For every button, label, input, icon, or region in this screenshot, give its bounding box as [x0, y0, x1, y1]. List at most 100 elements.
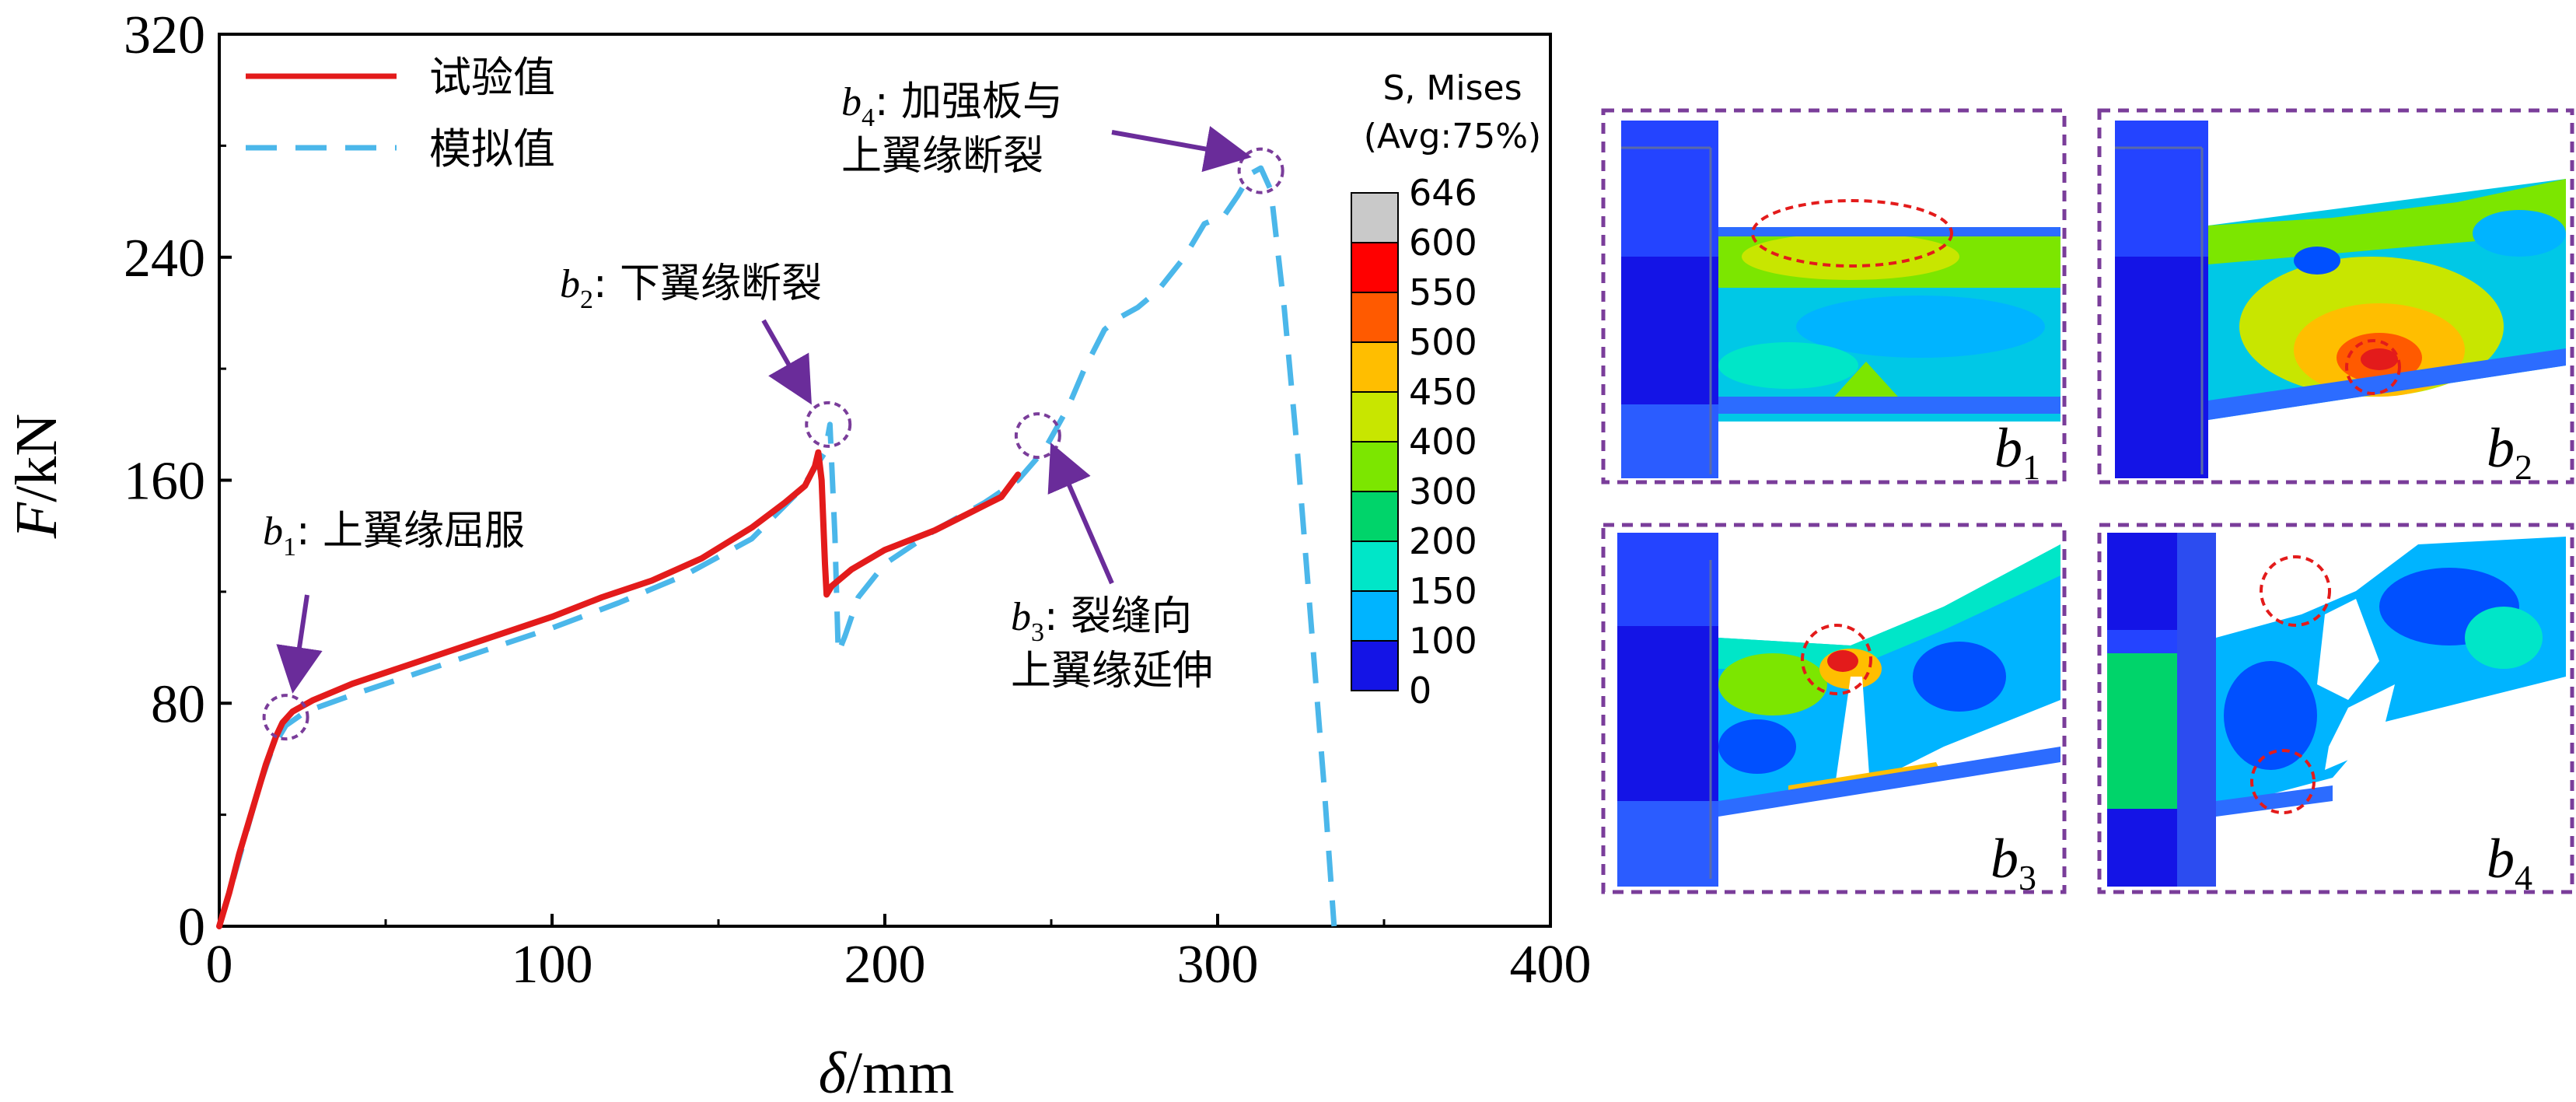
panel-b1-label: b1: [1994, 417, 2040, 487]
panel-b4-label: b4: [2487, 827, 2532, 897]
panel-b2-label: b2: [2487, 417, 2532, 487]
annotation-b4-sub: 4: [862, 103, 875, 132]
colorbar-band: [1351, 292, 1399, 343]
annotation-b1: b1: 上翼缘屈服: [263, 508, 525, 561]
annotation-b1-letter: b: [263, 509, 283, 554]
x-axis-symbol: δ: [819, 1041, 848, 1102]
panel-b1-contour: [1607, 113, 2060, 480]
y-tick-label: 240: [124, 229, 205, 289]
x-tick-label: 0: [206, 935, 233, 995]
colorbar-band: [1351, 590, 1399, 642]
colorbar-band: [1351, 640, 1399, 691]
panel-b3-highlight: [1801, 624, 1872, 695]
colorbar-label: 500: [1409, 321, 1477, 363]
x-tick-label: 300: [1177, 935, 1259, 995]
arrow-b4: [1111, 126, 1252, 173]
annotation-b4-text2: 上翼缘断裂: [841, 133, 1043, 180]
x-axis-unit: /mm: [846, 1041, 954, 1102]
colorbar-band: [1351, 541, 1399, 592]
y-tick-label: 160: [124, 452, 205, 512]
arrow-b2: [761, 319, 812, 405]
annotation-b3-text2: 上翼缘延伸: [1011, 648, 1213, 694]
annotation-b4-text1: : 加强板与: [875, 79, 1063, 125]
colorbar-label: 600: [1409, 222, 1477, 264]
panel-b4: b4: [2097, 523, 2574, 897]
panel-b4-contour: [2103, 527, 2568, 889]
annotation-markers: [262, 147, 1285, 741]
annotation-b1-text: : 上翼缘屈服: [296, 508, 525, 554]
colorbar-labels: 646 600 550 500 450 400 300 200 150 100 0: [1409, 172, 1477, 712]
annotation-b4-letter: b: [841, 80, 862, 124]
colorbar-band: [1351, 441, 1399, 492]
legend-label-test: 试验值: [429, 53, 555, 102]
colorbar-label: 150: [1409, 570, 1477, 612]
annotation-b3-sub: 3: [1031, 618, 1044, 647]
annotation-b4: b4: 加强板与: [841, 79, 1063, 132]
panel-b2-contour: [2103, 113, 2568, 480]
colorbar-label: 550: [1409, 271, 1477, 313]
annotation-b2-sub: 2: [580, 285, 593, 314]
arrow-b3: [1047, 442, 1114, 585]
series-sim-line: [216, 165, 1337, 928]
annotation-b3-letter: b: [1011, 595, 1031, 639]
colorbar-band: [1351, 391, 1399, 443]
annotation-b3-text1: : 裂缝向: [1044, 593, 1192, 640]
panel-b1-highlight: [1751, 199, 1953, 268]
colorbar-band: [1351, 192, 1399, 243]
annotation-b2-text: : 下翼缘断裂: [593, 261, 822, 307]
panel-b4-highlight-bottom: [2250, 749, 2316, 814]
colorbar-label: 400: [1409, 421, 1477, 463]
legend: 试验值 模拟值: [246, 53, 555, 173]
marker-b3: [1014, 412, 1061, 460]
x-axis-label: δ/mm: [819, 1041, 955, 1102]
panel-b3-frame: [1601, 523, 2067, 894]
marker-b2: [805, 401, 852, 448]
colorbar: S, Mises (Avg:75%) 646 600 550 500 450 400 300…: [1351, 68, 1541, 712]
colorbar-label: 200: [1409, 520, 1477, 562]
colorbar-label: 0: [1409, 670, 1431, 712]
panel-b3: b3: [1601, 523, 2067, 897]
axis-ticks: [218, 33, 1552, 928]
annotation-b3: b3: 裂缝向: [1011, 593, 1192, 647]
annotation-b2: b2: 下翼缘断裂: [560, 261, 822, 314]
colorbar-label: 646: [1409, 172, 1477, 214]
colorbar-band: [1351, 341, 1399, 393]
annotation-b1-sub: 1: [283, 533, 296, 561]
y-axis-unit: /kN: [4, 414, 69, 502]
y-tick-label: 320: [124, 5, 205, 65]
colorbar-label: 300: [1409, 471, 1477, 513]
arrow-b1: [276, 594, 323, 694]
panel-b4-highlight-top: [2260, 555, 2331, 627]
annotation-b2-letter: b: [560, 262, 580, 306]
y-tick-label: 80: [151, 674, 205, 734]
y-axis-symbol: F: [4, 501, 69, 539]
colorbar-title-line2: (Avg:75%): [1364, 117, 1541, 156]
y-tick-label: 0: [178, 897, 205, 957]
x-tick-label: 200: [844, 935, 926, 995]
colorbar-label: 450: [1409, 371, 1477, 413]
x-tick-label: 400: [1510, 935, 1592, 995]
colorbar-band: [1351, 242, 1399, 293]
legend-label-sim: 模拟值: [429, 124, 555, 173]
panel-b4-frame: [2097, 523, 2574, 894]
x-tick-label: 100: [512, 935, 593, 995]
colorbar-swatches: [1351, 192, 1399, 691]
panel-b3-label: b3: [1991, 827, 2036, 897]
panel-b2-frame: [2097, 108, 2574, 485]
colorbar-title-line1: S, Mises: [1382, 68, 1522, 108]
panel-b1: b1: [1601, 108, 2067, 487]
panel-b2-highlight: [2345, 339, 2401, 395]
colorbar-band: [1351, 491, 1399, 542]
marker-b1: [262, 694, 309, 741]
panel-b1-frame: [1601, 108, 2067, 485]
panel-b2: b2: [2097, 108, 2574, 487]
panel-b3-contour: [1607, 527, 2060, 889]
y-axis-label: F/kN: [4, 414, 69, 539]
colorbar-label: 100: [1409, 620, 1477, 662]
annotation-arrows: [276, 126, 1252, 694]
annotation-labels: b1: 上翼缘屈服 b2: 下翼缘断裂 b3: 裂缝向 上翼缘延伸 b4: 加强…: [263, 79, 1213, 694]
fem-panels: b1 b2: [1601, 108, 2574, 897]
